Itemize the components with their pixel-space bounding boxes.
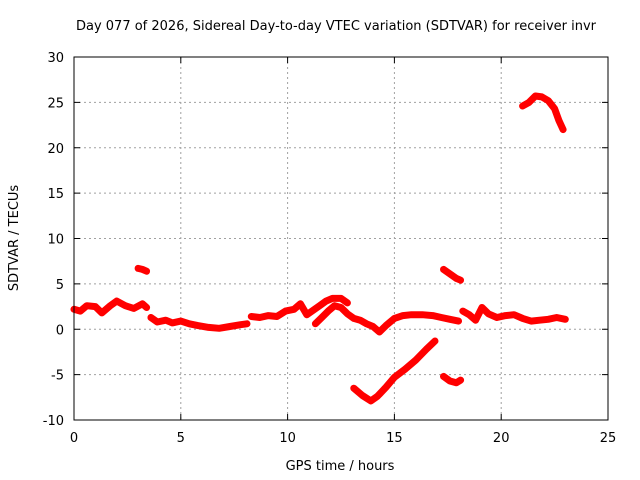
series-arc-main-4 — [311, 302, 462, 336]
y-tick-label: 20 — [47, 142, 64, 157]
y-axis-label: SDTVAR / TECUs — [7, 185, 22, 292]
y-tick-label: 30 — [47, 51, 64, 66]
y-tick-label: 5 — [56, 278, 64, 293]
series-arc-main-1 — [70, 297, 151, 317]
y-tick-label: -10 — [43, 414, 64, 429]
series-arc-main-3 — [247, 294, 351, 321]
series-arc-negative — [350, 337, 439, 405]
grid — [74, 57, 608, 420]
x-tick-label: 15 — [386, 431, 403, 446]
x-tick-label: 20 — [493, 431, 510, 446]
data-series — [70, 92, 569, 405]
series-arc-late-high — [519, 92, 567, 134]
series-arc-main-5 — [459, 304, 569, 325]
x-tick-label: 25 — [600, 431, 617, 446]
y-tick-label: 25 — [47, 96, 64, 111]
y-tick-label: 0 — [56, 323, 64, 338]
series-arc-mid-low — [440, 372, 465, 387]
series-arc-mid-high — [440, 265, 465, 284]
y-tick-label: 10 — [47, 233, 64, 248]
x-axis-label: GPS time / hours — [286, 459, 395, 474]
y-tick-label: -5 — [51, 369, 64, 384]
series-arc-main-2 — [147, 314, 251, 332]
x-tick-label: 10 — [279, 431, 296, 446]
x-tick-label: 0 — [70, 431, 78, 446]
x-tick-label: 5 — [177, 431, 185, 446]
axis-ticks: 0 5 10 15 20 25 -10 -5 0 5 10 15 20 25 30 — [43, 51, 617, 446]
series-arc-early-high — [134, 264, 151, 275]
y-tick-label: 15 — [47, 187, 64, 202]
chart-title: Day 077 of 2026, Sidereal Day-to-day VTE… — [76, 19, 597, 34]
